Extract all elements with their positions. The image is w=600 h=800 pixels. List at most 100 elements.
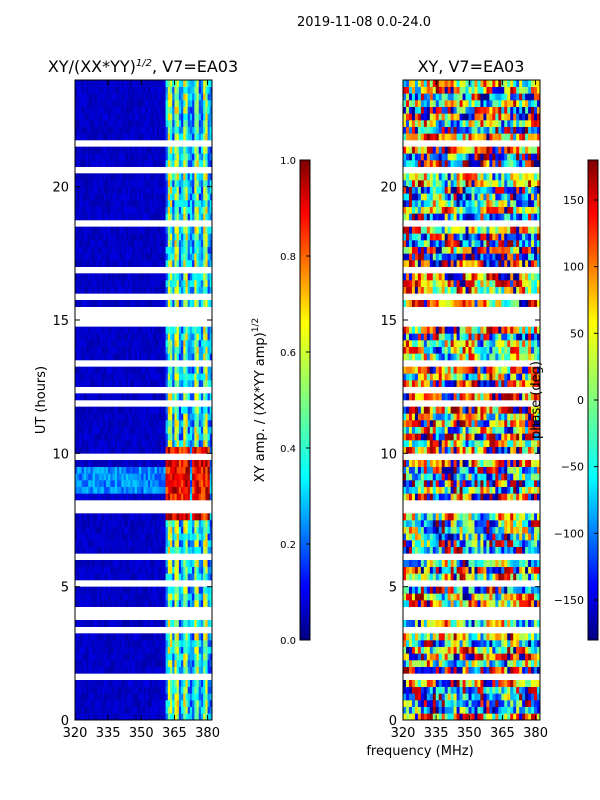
heatmap1-cell (136, 666, 140, 674)
heatmap1-cell (207, 193, 211, 201)
heatmap1-cell (112, 493, 116, 501)
heatmap1-cell (156, 666, 160, 674)
heatmap1-cell (141, 473, 144, 481)
heatmap2-cell (522, 693, 526, 701)
heatmap1-cell (79, 706, 83, 714)
heatmap1-cell (99, 646, 102, 654)
heatmap1-cell (174, 80, 178, 87)
heatmap1-cell (192, 473, 195, 481)
heatmap1-cell (158, 560, 162, 567)
heatmap1-cell (83, 413, 87, 421)
heatmap1-cell (125, 680, 129, 687)
heatmap1-cell (178, 600, 182, 607)
heatmap1-cell (86, 600, 89, 607)
heatmap1-cell (128, 373, 131, 381)
heatmap1-cell (196, 446, 200, 454)
heatmap1-cell (189, 333, 193, 341)
heatmap1-cell (125, 86, 129, 94)
heatmap1-cell (119, 473, 122, 481)
heatmap1-cell (125, 173, 129, 181)
heatmap1-cell (123, 100, 127, 107)
heatmap1-cell (108, 100, 111, 107)
heatmap1-cell (123, 200, 127, 207)
heatmap1-cell (200, 113, 204, 121)
heatmap1-cell (143, 473, 147, 481)
heatmap1-cell (105, 706, 109, 714)
heatmap1-cell (194, 186, 197, 194)
heatmap1-cell (209, 333, 212, 341)
heatmap1-cell (181, 513, 184, 521)
heatmap1-cell (167, 93, 171, 101)
heatmap1-cell (200, 393, 204, 401)
heatmap1-cell (75, 660, 78, 667)
heatmap1-cell (130, 493, 133, 501)
heatmap1-cell (125, 180, 129, 187)
heatmap1-cell (132, 486, 136, 494)
heatmap1-cell (77, 286, 80, 294)
heatmap1-cell (192, 380, 195, 387)
heatmap1-cell (108, 160, 111, 167)
heatmap1-cell (196, 540, 200, 547)
heatmap1-cell (88, 426, 91, 434)
heatmap1-cell (174, 466, 178, 474)
heatmap1-cell (94, 433, 98, 441)
heatmap1-cell (92, 646, 96, 654)
heatmap1-cell (79, 633, 83, 641)
heatmap2-cell (507, 713, 511, 720)
heatmap2-cell (495, 713, 499, 720)
heatmap1-cell (94, 693, 98, 701)
heatmap1-cell (161, 646, 164, 654)
heatmap1-cell (194, 520, 197, 527)
heatmap1-cell (147, 173, 151, 181)
heatmap1-cell (114, 593, 118, 601)
heatmap1-cell (112, 146, 116, 154)
heatmap1-cell (112, 133, 116, 141)
heatmap1-cell (123, 86, 127, 94)
heatmap1-cell (81, 126, 85, 134)
heatmap1-cell (200, 353, 204, 361)
heatmap1-cell (150, 680, 153, 687)
heatmap1-cell (83, 460, 87, 467)
heatmap2-cell (403, 706, 407, 714)
heatmap1-cell (165, 300, 169, 307)
heatmap1-cell (161, 253, 164, 261)
heatmap1-cell (130, 560, 133, 567)
heatmap1-cell (203, 120, 206, 127)
heatmap2-cell (459, 706, 463, 714)
heatmap1-cell (139, 700, 142, 707)
heatmap1-cell (192, 200, 195, 207)
heatmap1-cell (170, 280, 173, 287)
heatmap1-cell (79, 133, 83, 141)
heatmap1-cell (112, 113, 116, 121)
heatmap1-cell (165, 186, 169, 194)
heatmap1-cell (207, 420, 211, 427)
heatmap1-cell (143, 420, 147, 427)
heatmap1-cell (92, 666, 96, 674)
heatmap1-cell (176, 246, 180, 254)
heatmap1-cell (147, 546, 151, 554)
heatmap1-cell (86, 686, 89, 694)
heatmap1-cell (145, 693, 149, 701)
heatmap1-cell (110, 693, 113, 701)
heatmap1-cell (116, 586, 120, 594)
heatmap1-cell (185, 286, 189, 294)
heatmap1-cell (103, 206, 107, 214)
heatmap1-cell (116, 466, 120, 474)
heatmap1-cell (125, 226, 129, 234)
heatmap1-cell (92, 693, 96, 701)
heatmap1-cell (207, 600, 211, 607)
heatmap1-cell (121, 233, 125, 241)
heatmap1-cell (128, 300, 131, 307)
heatmap1-cell (174, 160, 178, 167)
heatmap2-cell (453, 693, 458, 701)
heatmap1-cell (178, 113, 182, 121)
heatmap1-cell (185, 633, 189, 641)
heatmap1-cell (170, 640, 173, 647)
heatmap1-cell (178, 353, 182, 361)
heatmap1-cell (141, 460, 144, 467)
heatmap1-cell (152, 100, 155, 107)
heatmap1-cell (99, 233, 102, 241)
heatmap1-cell (123, 326, 127, 334)
heatmap1-cell (152, 180, 155, 187)
heatmap1-cell (163, 100, 166, 107)
